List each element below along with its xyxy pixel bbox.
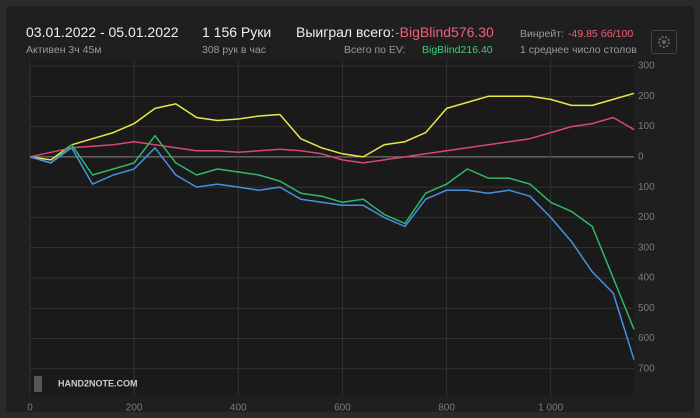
logo-icon — [34, 376, 42, 392]
per-hour: 308 рук в час — [202, 44, 266, 56]
ev-label: Всего по EV: — [344, 44, 406, 56]
winrate-value: -49.85 бб/100 — [568, 28, 634, 40]
series-line — [29, 116, 635, 164]
tables: 1 среднее число столов — [520, 44, 637, 56]
winrate-label: Винрейт: — [520, 28, 564, 40]
y-tick-label: 100 — [638, 121, 655, 132]
y-tick-label: 400 — [638, 273, 655, 284]
x-tick-label: 600 — [334, 403, 351, 414]
x-tick-label: 400 — [230, 403, 247, 414]
y-tick-label: 300 — [638, 242, 655, 253]
series-line — [29, 92, 635, 161]
won-label: Выиграл всего: — [296, 24, 395, 40]
series-line — [29, 147, 635, 360]
y-tick-label: 200 — [638, 91, 655, 102]
active: Активен 3ч 45м — [26, 44, 102, 56]
dates: 03.01.2022 - 05.01.2022 — [26, 24, 179, 40]
y-tick-label: 200 — [638, 212, 655, 223]
x-tick-label: 200 — [126, 403, 143, 414]
gear-icon — [658, 36, 670, 48]
y-tick-label: 300 — [638, 61, 655, 72]
y-tick-label: 600 — [638, 333, 655, 344]
x-tick-label: 1 000 — [538, 403, 563, 414]
won-value: -BigBlind576.30 — [395, 24, 494, 40]
hands: 1 156 Руки — [202, 24, 272, 40]
ev-value: BigBlind216.40 — [422, 44, 493, 56]
settings-button[interactable] — [651, 30, 677, 54]
plot-area — [30, 60, 634, 396]
y-tick-label: 100 — [638, 182, 655, 193]
x-tick-label: 800 — [438, 403, 455, 414]
x-tick-label: 0 — [27, 403, 33, 414]
logo: HAND2NOTE.COM — [58, 378, 138, 388]
y-tick-label: 0 — [638, 152, 644, 163]
y-tick-label: 500 — [638, 303, 655, 314]
y-tick-label: 700 — [638, 363, 655, 374]
series-line — [29, 134, 635, 330]
